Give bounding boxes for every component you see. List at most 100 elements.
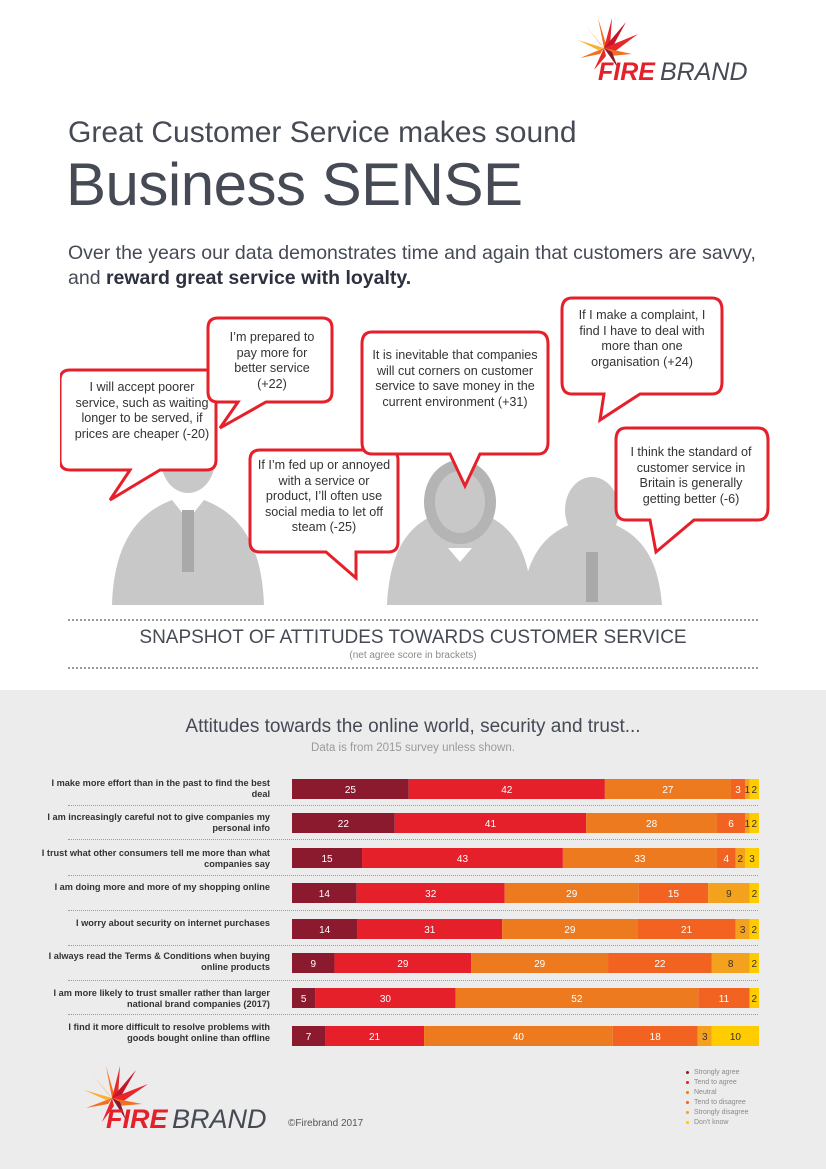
data-label: 14 — [319, 889, 331, 900]
row-label: I find it more difficult to resolve prob… — [68, 1022, 270, 1043]
speech-bubbles — [60, 296, 770, 582]
data-label: 3 — [702, 1032, 708, 1043]
intro-paragraph: Over the years our data demonstrates tim… — [68, 241, 788, 291]
data-label: 3 — [735, 785, 741, 796]
intro-highlight: reward great service with loyalty. — [105, 267, 412, 289]
data-label: 10 — [730, 1032, 742, 1043]
data-label: 2 — [738, 854, 744, 865]
data-label: 42 — [501, 785, 513, 796]
firebrand-logo: FIRE BRAND — [578, 18, 748, 86]
row-label: I trust what other consumers tell me mor… — [41, 848, 270, 869]
data-label: 8 — [728, 959, 734, 970]
data-label: 2 — [752, 889, 758, 900]
data-label: 2 — [752, 819, 758, 830]
bar-segment — [357, 919, 503, 939]
legend-label: Tend to disagree — [694, 1099, 746, 1106]
legend-label: Tend to agree — [694, 1079, 737, 1086]
bar-segment — [608, 953, 712, 973]
bubble-5 — [560, 296, 724, 424]
legend-label: Strongly agree — [694, 1069, 740, 1076]
legend-item: Strongly agree — [686, 1068, 748, 1078]
row-label: I make more effort than in the past to f… — [51, 778, 270, 799]
bar-segment — [749, 988, 759, 1008]
bar-segment — [362, 848, 563, 868]
data-label: 2 — [752, 959, 758, 970]
bar-segment — [292, 953, 335, 973]
data-label: 6 — [728, 819, 734, 830]
bar-segment — [744, 779, 750, 799]
row-separator — [68, 945, 758, 946]
bar-segment — [698, 988, 750, 1008]
data-label: 9 — [726, 889, 732, 900]
brand-name-part1: FIRE — [598, 58, 656, 86]
bar-segment — [356, 883, 505, 903]
data-label: 22 — [654, 959, 666, 970]
bar-segment — [749, 779, 759, 799]
bar-segment — [471, 953, 609, 973]
data-label: 2 — [752, 994, 758, 1005]
row-separator — [68, 980, 758, 981]
bar-segment — [292, 1026, 326, 1046]
legend-label: Neutral — [694, 1089, 717, 1096]
legend-item: Neutral — [686, 1088, 748, 1098]
bubble-4 — [360, 330, 550, 490]
row-label: I always read the Terms & Conditions whe… — [48, 951, 270, 972]
data-label: 21 — [681, 925, 693, 936]
row-label: I worry about security on internet purch… — [75, 918, 270, 928]
bar-segment — [638, 883, 709, 903]
legend-label: Strongly disagree — [694, 1109, 749, 1116]
bar-segment — [292, 848, 363, 868]
data-label: 14 — [319, 925, 331, 936]
chart-legend: Strongly agree Tend to agree Neutral Tend t… — [686, 1068, 748, 1128]
brand-name-part1: FIRE — [106, 1104, 168, 1134]
bubble-6 — [614, 426, 770, 555]
brand-name-part2: BRAND — [660, 58, 748, 86]
legend-swatch — [686, 1120, 689, 1124]
bar-segment — [455, 988, 699, 1008]
bubble-3-text: If I’m fed up or annoyed with a service … — [257, 458, 391, 534]
copyright: ©Firebrand 2017 — [288, 1118, 364, 1129]
data-label: 9 — [310, 959, 316, 970]
row-separator — [68, 910, 758, 911]
intro-text: Over the years our data demonstrates tim… — [68, 242, 756, 289]
bar-segment — [334, 953, 472, 973]
data-label: 1 — [745, 785, 751, 796]
bar-segment — [292, 779, 409, 799]
bar-segment — [586, 813, 717, 833]
bar-segment — [502, 919, 638, 939]
data-label: 52 — [571, 994, 583, 1005]
legend-item: Tend to disagree — [686, 1098, 748, 1108]
legend-item: Strongly disagree — [686, 1108, 748, 1118]
person-woman — [387, 460, 532, 605]
bar-segment — [604, 779, 731, 799]
data-label: 2 — [752, 925, 758, 936]
bubble-6-text: I think the standard of customer service… — [630, 445, 752, 506]
data-label: 43 — [457, 854, 469, 865]
bubble-2 — [206, 316, 334, 430]
bar-segment — [711, 953, 750, 973]
bar-segment — [735, 919, 750, 939]
legend-item: Don't know — [686, 1118, 748, 1128]
bar-segment — [730, 779, 745, 799]
bar-segment — [325, 1026, 425, 1046]
row-separator — [68, 875, 758, 876]
data-label: 21 — [369, 1032, 381, 1043]
row-separator — [68, 1014, 758, 1015]
row-separator — [68, 839, 758, 840]
row-separator — [68, 805, 758, 806]
data-label: 33 — [634, 854, 646, 865]
legend-swatch — [686, 1080, 689, 1084]
divider-top — [68, 619, 758, 621]
brand-name-part2: BRAND — [172, 1104, 267, 1134]
bar-segment — [735, 848, 745, 868]
legend-label: Don't know — [694, 1119, 729, 1126]
bar-segment — [424, 1026, 613, 1046]
bar-segment — [292, 813, 395, 833]
firebrand-logo-footer: FIRE BRAND — [84, 1066, 267, 1134]
bar-segment — [716, 813, 745, 833]
snapshot-subtitle: (net agree score in brackets) — [349, 650, 477, 661]
chart-note: Data is from 2015 survey unless shown. — [311, 742, 515, 754]
person-man-right — [522, 477, 662, 605]
data-label: 11 — [719, 994, 730, 1005]
page-subtitle: Great Customer Service makes sound — [68, 116, 577, 149]
